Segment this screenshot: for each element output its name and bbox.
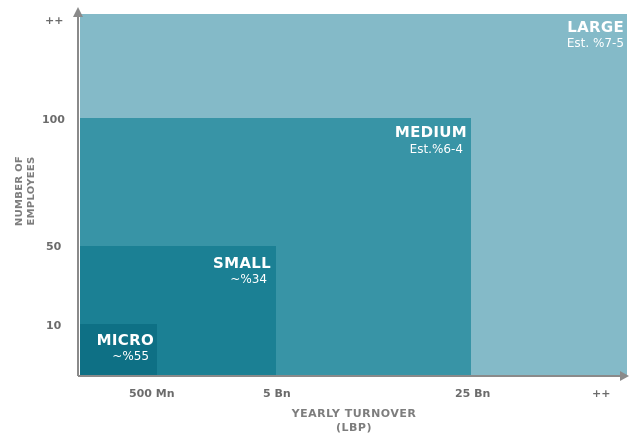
y-axis-title-line1: NUMBER OF [14, 155, 25, 227]
x-tick-500mn: 500 Mn [129, 387, 175, 400]
y-tick-100: 100 [42, 113, 65, 126]
micro-label: MICRO [96, 331, 154, 349]
micro-share: ~%55 [112, 349, 149, 363]
small-label: SMALL [213, 254, 271, 272]
medium-share: Est.%6-4 [409, 142, 463, 156]
x-tick-25bn: 25 Bn [455, 387, 491, 400]
medium-label: MEDIUM [394, 123, 467, 141]
y-axis-title-line2: EMPLOYEES [26, 156, 37, 226]
x-axis-arrow [620, 371, 629, 381]
y-axis-arrow [73, 7, 83, 17]
x-tick-5bn: 5 Bn [263, 387, 291, 400]
x-tick-plus: ++ [592, 387, 611, 400]
micro-segment: MICRO ~%55 [80, 324, 157, 376]
x-axis-title: YEARLY TURNOVER (LBP) [254, 407, 454, 435]
y-tick-plus: ++ [45, 14, 64, 27]
large-label: LARGE [567, 18, 624, 36]
small-share: ~%34 [230, 272, 267, 286]
y-tick-50: 50 [46, 240, 62, 253]
large-share: Est. %7-5 [566, 36, 624, 50]
y-tick-10: 10 [46, 319, 62, 332]
y-axis-title: NUMBER OF EMPLOYEES [14, 146, 38, 236]
x-axis-title-line2: (LBP) [335, 421, 372, 434]
x-axis-title-line1: YEARLY TURNOVER [291, 407, 417, 420]
